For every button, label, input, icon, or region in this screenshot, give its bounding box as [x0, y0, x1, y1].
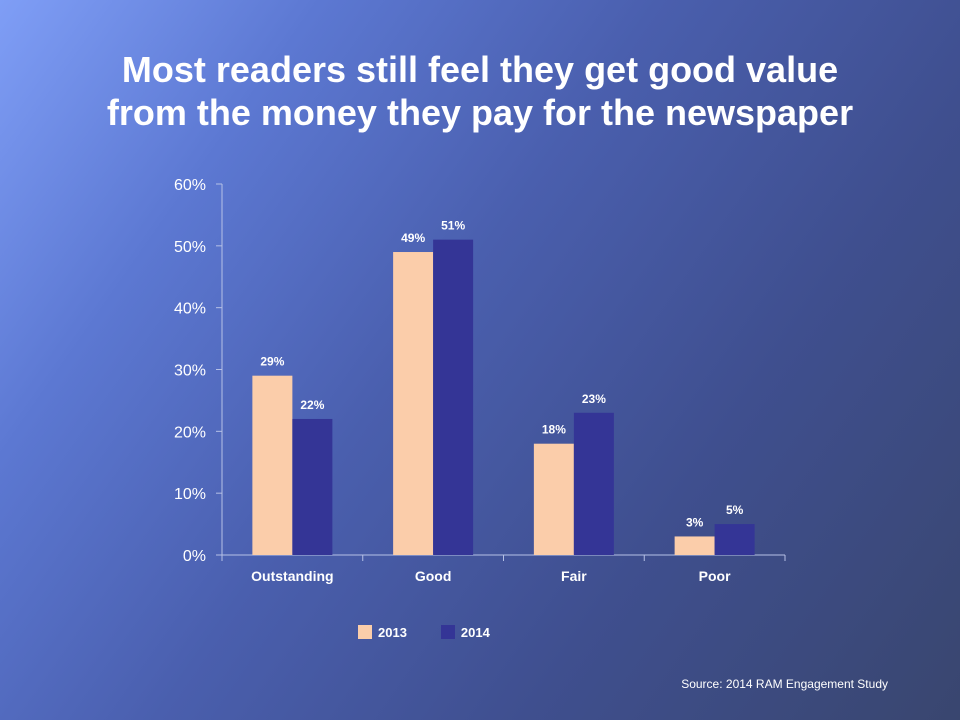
y-tick-label: 10% — [174, 486, 206, 503]
slide-title-line-1: Most readers still feel they get good va… — [121, 49, 839, 90]
bar-2014-poor — [714, 524, 755, 555]
legend-swatch-2013 — [358, 625, 372, 639]
data-label-2013-poor: 3% — [686, 515, 704, 529]
data-label-2013-fair: 18% — [542, 423, 566, 437]
data-label-2014-poor: 5% — [726, 503, 744, 517]
legend-swatch-2014 — [440, 625, 455, 639]
bar-2014-outstanding — [292, 418, 333, 555]
data-label-2013-outstanding: 29% — [260, 355, 284, 369]
y-tick-label: 30% — [174, 363, 206, 380]
bar-2014-good — [433, 239, 474, 555]
y-tick-label: 0% — [183, 548, 206, 565]
y-tick-label: 60% — [174, 177, 206, 194]
y-tick-label: 40% — [174, 301, 206, 318]
bar-2013-poor — [674, 536, 715, 555]
source-note: Source: 2014 RAM Engagement Study — [681, 677, 888, 691]
data-label-2014-fair: 23% — [582, 392, 606, 406]
data-label-2014-outstanding: 22% — [300, 398, 324, 412]
x-tick-label-outstanding: Outstanding — [251, 568, 333, 584]
x-tick-label-poor: Poor — [699, 568, 731, 584]
legend-label-2014: 2014 — [460, 624, 490, 640]
bar-2013-outstanding — [252, 375, 293, 555]
y-tick-label: 20% — [174, 424, 206, 441]
data-label-2014-good: 51% — [441, 219, 465, 233]
legend-item-2013: 2013 — [358, 625, 407, 640]
bar-2013-fair — [533, 443, 574, 555]
legend-item-2014: 2014 — [440, 624, 490, 640]
data-label-2013-good: 49% — [401, 231, 425, 245]
legend-label-2013: 2013 — [378, 624, 407, 640]
y-tick-label: 50% — [174, 239, 206, 256]
bar-2013-good — [393, 252, 434, 555]
slide-title: Most readers still feel they get good va… — [40, 48, 920, 134]
x-tick-label-good: Good — [415, 568, 452, 584]
chart-legend: 2013 2014 — [358, 622, 490, 642]
slide-title-line-2: from the money they pay for the newspape… — [106, 92, 854, 133]
bar-2014-fair — [573, 412, 614, 555]
x-tick-label-fair: Fair — [561, 568, 587, 584]
